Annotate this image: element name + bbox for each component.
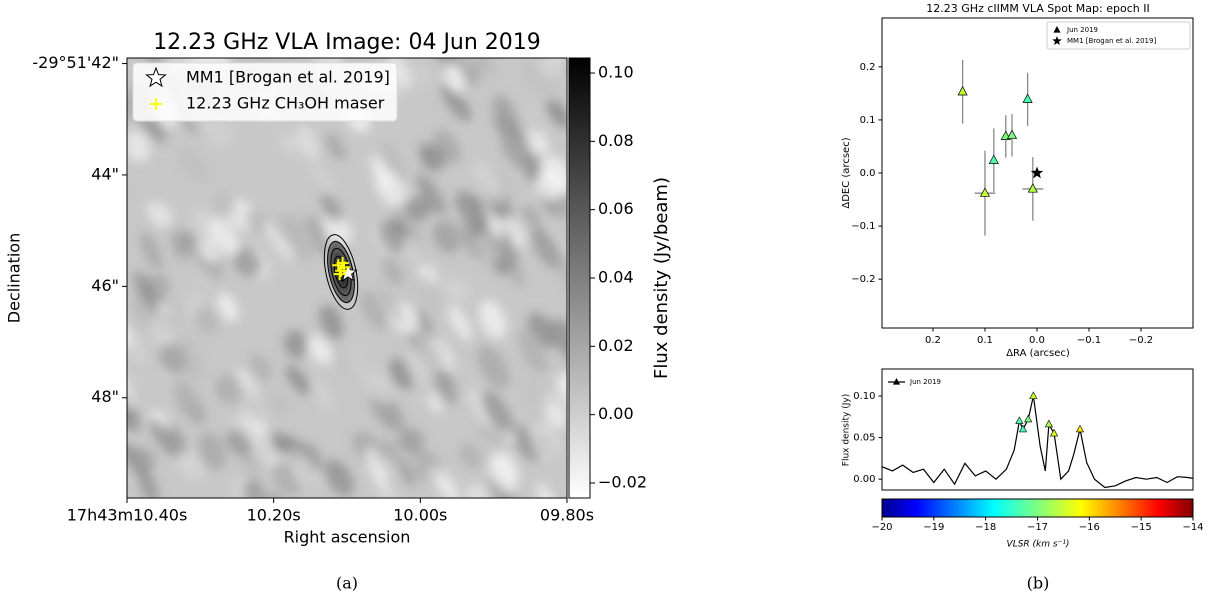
x-tick-label: −20 xyxy=(871,522,892,533)
y-axis-label: Declination xyxy=(5,233,24,323)
point xyxy=(1023,94,1032,102)
legend-label: Jun 2019 xyxy=(1066,26,1098,34)
point xyxy=(1028,184,1037,192)
y-tick-label: 46" xyxy=(91,276,119,295)
peak-marker xyxy=(1045,420,1052,427)
x-tick-label: −17 xyxy=(1027,522,1048,533)
y-tick-label: −0.1 xyxy=(851,221,875,232)
x-tick-label: 0.1 xyxy=(977,335,993,346)
legend-label: 12.23 GHz CH₃OH maser xyxy=(186,94,385,113)
y-tick-label: 0.10 xyxy=(853,391,875,402)
colorbar xyxy=(569,58,590,498)
chart-title: 12.23 GHz VLA Image: 04 Jun 2019 xyxy=(153,30,541,55)
colorbar-tick-label: 0.08 xyxy=(598,131,634,150)
point xyxy=(989,155,998,163)
colorbar xyxy=(882,499,1193,517)
caption: (b) xyxy=(1027,574,1050,593)
y-tick-label: 0.2 xyxy=(860,62,876,73)
x-tick-label: −0.2 xyxy=(1129,335,1153,346)
y-tick-label: 48" xyxy=(91,387,119,406)
legend-label: MM1 [Brogan et al. 2019] xyxy=(186,68,390,87)
caption: (a) xyxy=(336,574,358,593)
point xyxy=(980,188,989,196)
colorbar-label: Flux density (Jy/beam) xyxy=(651,177,672,379)
colorbar-tick-label: 0.04 xyxy=(598,268,634,287)
x-axis-label: ΔRA (arcsec) xyxy=(1006,348,1070,359)
legend-label: MM1 [Brogan et al. 2019] xyxy=(1067,37,1156,45)
spectrum-line xyxy=(882,396,1193,488)
colorbar-tick-label: 0.06 xyxy=(598,199,634,218)
legend-label: Jun 2019 xyxy=(909,378,941,386)
y-tick-label: 0.00 xyxy=(853,474,875,485)
x-tick-label: 0.0 xyxy=(1029,335,1045,346)
x-tick-label: 17h43m10.40s xyxy=(67,506,188,525)
peak-marker xyxy=(1030,392,1037,399)
colorbar-tick-label: 0.02 xyxy=(598,336,634,355)
peak-marker xyxy=(1019,425,1026,432)
x-tick-label: −0.1 xyxy=(1077,335,1101,346)
peak-marker xyxy=(1025,415,1032,422)
y-axis-label: ΔDEC (arcsec) xyxy=(841,137,852,208)
x-tick-label: 10.20s xyxy=(247,506,301,525)
y-tick-label: 44" xyxy=(91,164,119,183)
point xyxy=(1008,130,1017,138)
y-tick-label: 0.0 xyxy=(860,168,876,179)
x-tick-label: −19 xyxy=(923,522,944,533)
x-axis-label: Right ascension xyxy=(284,528,411,547)
x-tick-label: −14 xyxy=(1182,522,1203,533)
x-tick-label: −18 xyxy=(975,522,996,533)
figure: (a) (b) -29°51'42" 44" 46" 48" 17h43m10.40s 1… xyxy=(0,0,1216,603)
point xyxy=(958,87,967,95)
x-axis-label: VLSR (km s⁻¹) xyxy=(1007,540,1070,550)
x-tick-label: −15 xyxy=(1131,522,1152,533)
colorbar-tick-label: 0.00 xyxy=(598,404,634,423)
x-tick-label: −16 xyxy=(1079,522,1100,533)
y-axis-label: Flux density (Jy) xyxy=(842,394,852,466)
colorbar-tick-label: −0.02 xyxy=(598,472,647,491)
peak-marker xyxy=(1076,425,1083,432)
chart-title: 12.23 GHz cIIMM VLA Spot Map: epoch II xyxy=(926,2,1149,15)
x-tick-label: 09.80s xyxy=(540,506,594,525)
y-tick-label: 0.1 xyxy=(860,115,876,126)
legend-marker xyxy=(893,378,900,385)
y-tick-label: -29°51'42" xyxy=(32,53,119,72)
y-tick-label: −0.2 xyxy=(851,274,875,285)
x-tick-label: 0.2 xyxy=(925,335,941,346)
colorbar-tick-label: 0.10 xyxy=(598,63,634,82)
peak-marker xyxy=(1016,417,1023,424)
x-tick-label: 10.00s xyxy=(393,506,447,525)
peak-marker xyxy=(1050,429,1057,436)
y-tick-label: 0.05 xyxy=(853,433,875,444)
